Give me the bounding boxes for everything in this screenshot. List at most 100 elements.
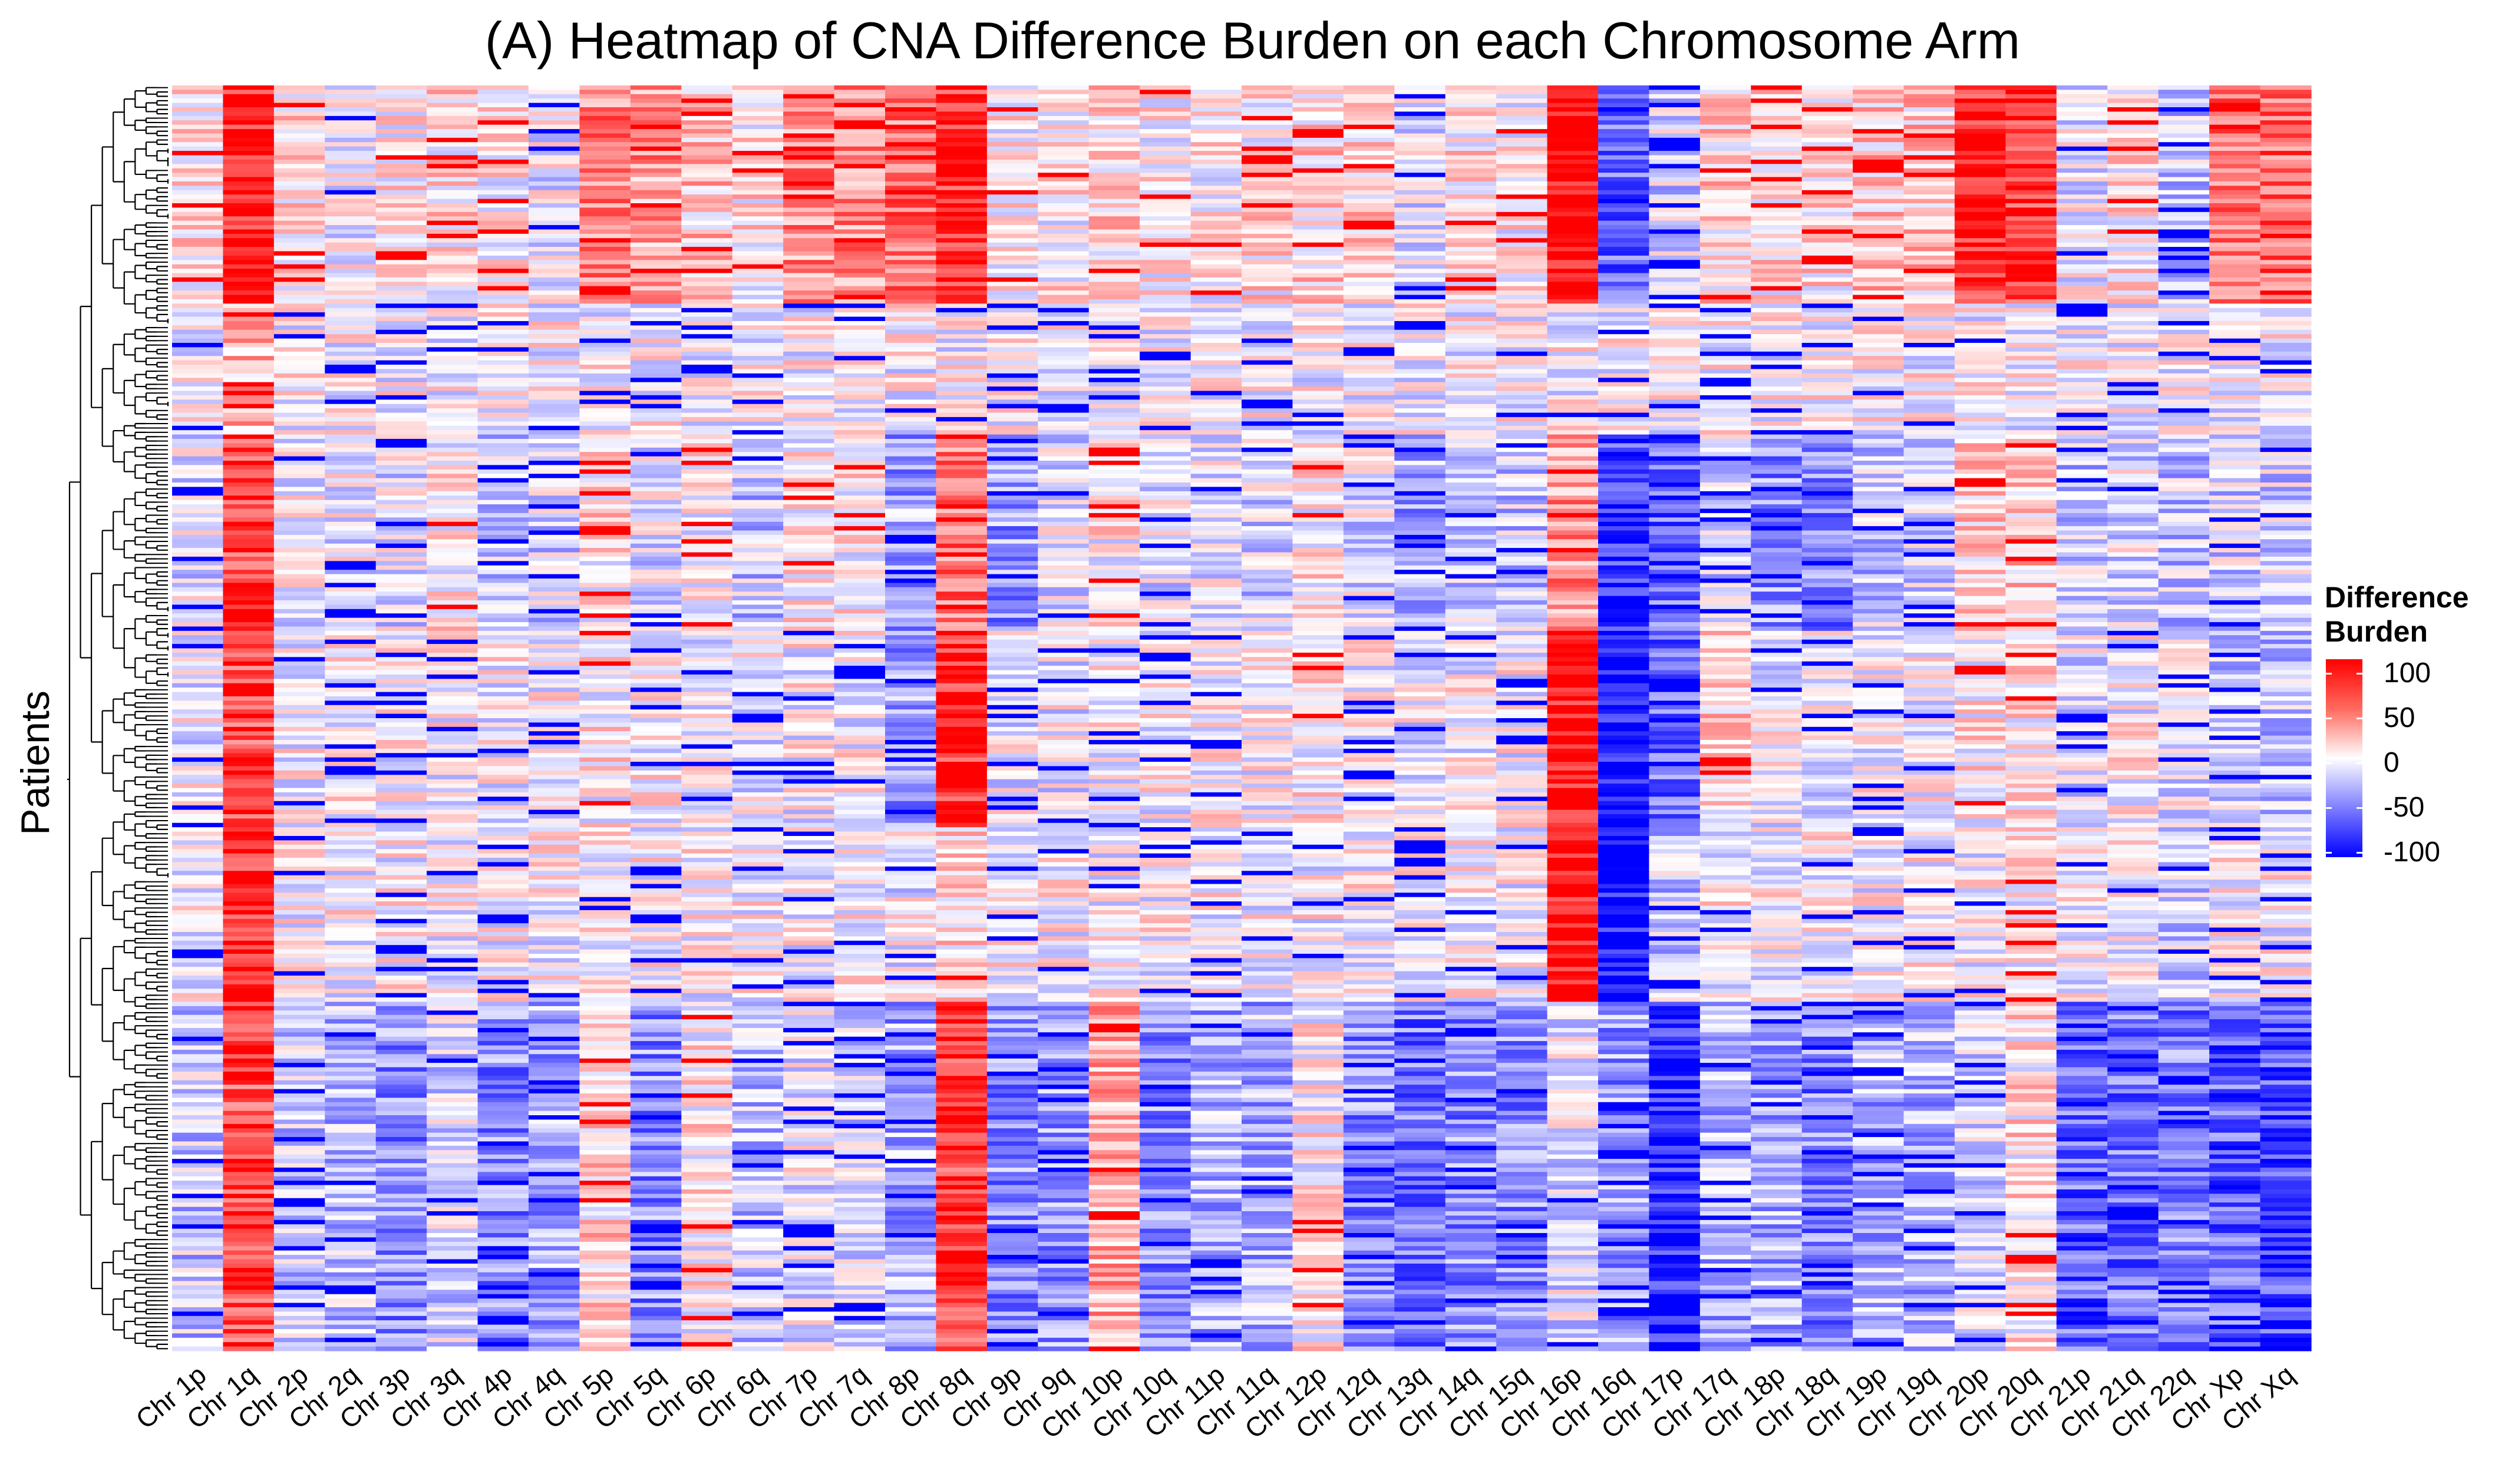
heatmap-cell xyxy=(477,325,529,330)
heatmap-cell xyxy=(273,85,325,91)
heatmap-cell xyxy=(1496,151,1548,156)
heatmap-cell xyxy=(681,452,733,457)
heatmap-cell xyxy=(2209,229,2261,234)
heatmap-cell xyxy=(1343,242,1395,247)
heatmap-cell xyxy=(681,94,733,99)
heatmap-cell xyxy=(325,334,377,339)
heatmap-cell xyxy=(579,391,631,396)
heatmap-cell xyxy=(427,186,478,191)
heatmap-cell xyxy=(1649,465,1701,470)
heatmap-cell xyxy=(1394,146,1446,151)
heatmap-cell xyxy=(2260,356,2312,361)
heatmap-cell xyxy=(2005,203,2057,208)
heatmap-cell xyxy=(681,238,733,243)
heatmap-cell xyxy=(1801,282,1853,287)
heatmap-cell xyxy=(1343,129,1395,134)
heatmap-cell xyxy=(375,159,427,164)
heatmap-cell xyxy=(427,351,478,356)
heatmap-cell xyxy=(1140,103,1192,108)
heatmap-cell xyxy=(1242,137,1293,143)
heatmap-cell xyxy=(1038,216,1090,222)
heatmap-cell xyxy=(375,273,427,278)
heatmap-cell xyxy=(427,269,478,274)
heatmap-cell xyxy=(1496,356,1548,361)
heatmap-cell xyxy=(1903,478,1955,483)
heatmap-cell xyxy=(1445,260,1497,265)
heatmap-cell xyxy=(325,247,377,252)
heatmap-cell xyxy=(2056,282,2108,287)
heatmap-cell xyxy=(1547,255,1599,260)
heatmap-cell xyxy=(1140,373,1192,378)
heatmap-cell xyxy=(1292,220,1344,226)
heatmap-cell xyxy=(2209,308,2261,313)
heatmap-cell xyxy=(1445,395,1497,400)
heatmap-cell xyxy=(1955,247,2006,252)
heatmap-cell xyxy=(1343,233,1395,239)
heatmap-cell xyxy=(783,425,835,431)
heatmap-cell xyxy=(529,251,580,256)
heatmap-cell xyxy=(375,399,427,405)
heatmap-cell xyxy=(1751,434,1803,439)
heatmap-cell xyxy=(2005,260,2057,265)
heatmap-cell xyxy=(630,151,682,156)
heatmap-cell xyxy=(1903,137,1955,143)
heatmap-cell xyxy=(936,478,988,483)
heatmap-cell xyxy=(172,120,224,125)
heatmap-cell xyxy=(1190,242,1242,247)
heatmap-cell xyxy=(1140,412,1192,418)
heatmap-cell xyxy=(1955,264,2006,269)
heatmap-cell xyxy=(1292,115,1344,121)
heatmap-cell xyxy=(2107,216,2159,222)
heatmap-cell xyxy=(1547,303,1599,309)
heatmap-cell xyxy=(986,369,1038,374)
heatmap-cell xyxy=(223,225,275,230)
heatmap-cell xyxy=(1242,220,1293,226)
heatmap-cell xyxy=(1649,233,1701,239)
heatmap-cell xyxy=(477,264,529,269)
heatmap-cell xyxy=(732,382,784,387)
heatmap-cell xyxy=(1955,395,2006,400)
heatmap-cell xyxy=(1242,211,1293,217)
heatmap-cell xyxy=(783,408,835,414)
heatmap-cell xyxy=(1140,474,1192,479)
heatmap-cell xyxy=(1394,373,1446,378)
heatmap-cell xyxy=(477,220,529,226)
heatmap-cell xyxy=(1801,447,1853,452)
heatmap-cell xyxy=(1190,251,1242,256)
heatmap-cell xyxy=(1140,456,1192,461)
heatmap-cell xyxy=(1038,373,1090,378)
heatmap-cell xyxy=(936,225,988,230)
heatmap-cell xyxy=(325,425,377,431)
heatmap-cell xyxy=(273,260,325,265)
heatmap-cell xyxy=(223,155,275,160)
heatmap-cell xyxy=(1955,351,2006,356)
heatmap-cell xyxy=(325,90,377,95)
heatmap-cell xyxy=(2005,142,2057,147)
heatmap-cell xyxy=(223,211,275,217)
heatmap-cell xyxy=(1649,290,1701,296)
heatmap-cell xyxy=(1496,120,1548,125)
heatmap-cell xyxy=(1699,382,1751,387)
heatmap-cell xyxy=(325,430,377,435)
heatmap-cell xyxy=(2158,177,2210,182)
heatmap-cell xyxy=(1140,447,1192,452)
heatmap-cell xyxy=(477,386,529,392)
heatmap-cell xyxy=(2056,456,2108,461)
heatmap-cell xyxy=(1190,260,1242,265)
heatmap-cell xyxy=(2209,94,2261,99)
heatmap-cell xyxy=(1292,447,1344,452)
heatmap-cell xyxy=(1699,295,1751,300)
heatmap-cell xyxy=(579,312,631,318)
heatmap-cell xyxy=(172,421,224,427)
heatmap-cell xyxy=(986,133,1038,138)
heatmap-cell xyxy=(1242,373,1293,378)
heatmap-cell xyxy=(1140,94,1192,99)
heatmap-cell xyxy=(1853,460,1905,465)
heatmap-cell xyxy=(1955,111,2006,117)
heatmap-cell xyxy=(1801,181,1853,186)
heatmap-cell xyxy=(1496,378,1548,383)
heatmap-cell xyxy=(2158,365,2210,370)
heatmap-cell xyxy=(783,269,835,274)
heatmap-cell xyxy=(681,173,733,178)
heatmap-cell xyxy=(1751,286,1803,291)
